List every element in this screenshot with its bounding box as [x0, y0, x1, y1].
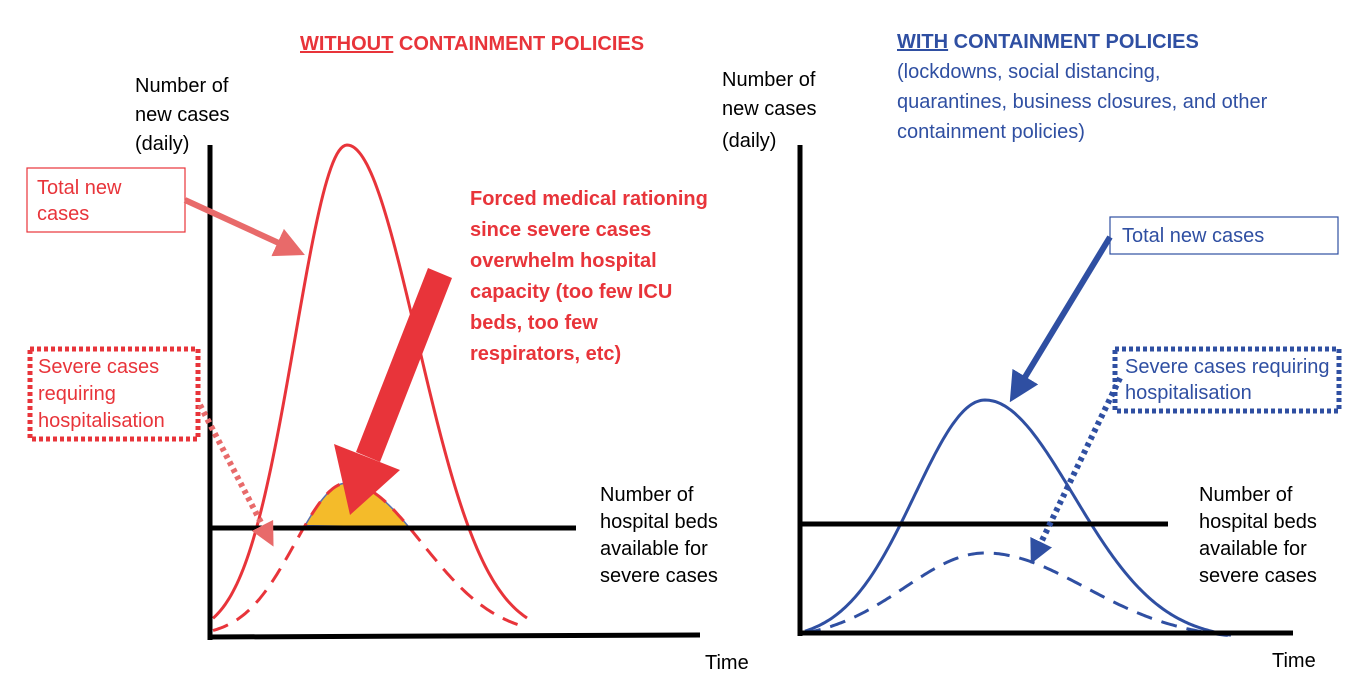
total-label: Total new cases — [1122, 225, 1264, 247]
total-arrow — [1009, 235, 1113, 403]
title-rest: CONTAINMENT POLICIES — [954, 31, 1199, 53]
y-label: Number of — [135, 75, 229, 97]
severe-box — [1112, 346, 1342, 414]
title-rest: CONTAINMENT POLICIES — [399, 33, 644, 55]
severe-curve — [212, 481, 528, 632]
beds-label: hospital beds — [1199, 511, 1317, 533]
y-label: new cases — [135, 104, 230, 126]
x-axis — [207, 632, 701, 640]
severe-label: hospitalisation — [1125, 382, 1252, 404]
severe-label: requiring — [38, 383, 116, 405]
rationing-label: beds, too few — [470, 312, 598, 334]
beds-label: available for — [600, 538, 708, 560]
total-label: cases — [37, 203, 89, 225]
y-label: (daily) — [135, 133, 189, 155]
subtitle: containment policies) — [897, 121, 1085, 143]
total-box — [1109, 216, 1339, 255]
rationing-label: respirators, etc) — [470, 343, 621, 365]
curves — [211, 143, 1232, 638]
y-label: Number of — [722, 69, 816, 91]
y-label: (daily) — [722, 130, 776, 152]
severe-label: Severe cases — [38, 356, 159, 378]
right-title: WITH CONTAINMENT POLICIES — [897, 31, 1199, 53]
total-curve — [211, 143, 528, 620]
beds-label: Number of — [600, 484, 694, 506]
beds-label: severe cases — [1199, 565, 1317, 587]
beds-label: hospital beds — [600, 511, 718, 533]
rationing-label: Forced medical rationing — [470, 188, 708, 210]
total-curve — [804, 398, 1232, 637]
beds-label: severe cases — [600, 565, 718, 587]
rationing-label: since severe cases — [470, 219, 651, 241]
subtitle: quarantines, business closures, and othe… — [897, 91, 1268, 113]
total-label: Total new — [37, 177, 122, 199]
rationing-arrow — [334, 268, 452, 515]
rationing-label: overwhelm hospital — [470, 250, 657, 272]
x-label: Time — [1272, 650, 1316, 672]
severe-arrow — [1030, 376, 1123, 564]
y-label: new cases — [722, 98, 817, 120]
left-title: WITHOUT CONTAINMENT POLICIES — [300, 33, 644, 55]
total-arrow — [183, 197, 305, 257]
severe-arrow — [197, 403, 274, 547]
subtitle: (lockdowns, social distancing, — [897, 61, 1160, 83]
beds-label: available for — [1199, 538, 1307, 560]
rationing-label: capacity (too few ICU — [470, 281, 672, 303]
severe-box — [27, 346, 201, 442]
beds-label: Number of — [1199, 484, 1293, 506]
severe-label: hospitalisation — [38, 410, 165, 432]
title-underlined: WITH — [897, 31, 948, 53]
severe-curve — [804, 551, 1232, 638]
x-label: Time — [705, 652, 749, 674]
severe-label: Severe cases requiring — [1125, 356, 1330, 378]
title-underlined: WITHOUT — [300, 33, 393, 55]
